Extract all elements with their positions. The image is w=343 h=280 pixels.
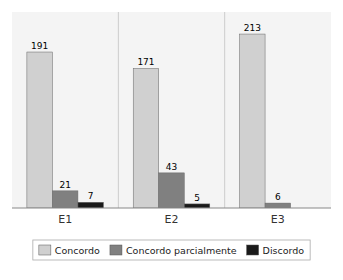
x-axis — [12, 208, 331, 209]
x-tick-label: E1 — [58, 213, 72, 226]
chart: 191 171 213 21 43 6 7 5 E1 E2 E3 Concordo Concordo p… — [0, 0, 343, 280]
legend-label: Discordo — [263, 245, 305, 256]
bar — [133, 68, 159, 208]
bar — [159, 173, 185, 208]
data-label: 213 — [244, 23, 261, 33]
group-separator — [224, 12, 225, 208]
data-label: 5 — [194, 193, 200, 203]
bar — [27, 52, 53, 208]
legend-swatch — [110, 245, 122, 255]
legend: Concordo Concordo parcialmente Discordo — [33, 240, 310, 260]
data-label: 171 — [137, 57, 154, 67]
bar — [184, 204, 210, 208]
x-tick-label: E3 — [271, 213, 285, 226]
plot-background — [12, 12, 331, 208]
bar — [265, 203, 291, 208]
data-label: 21 — [59, 180, 70, 190]
bar — [78, 202, 104, 208]
bar — [240, 34, 266, 208]
data-label: 43 — [166, 162, 177, 172]
data-labels: 191 171 213 21 43 6 7 5 — [31, 23, 281, 203]
legend-label: Concordo — [55, 245, 100, 256]
legend-frame — [33, 240, 310, 260]
group-separator — [118, 12, 119, 208]
legend-swatch — [247, 245, 259, 255]
legend-swatch — [39, 245, 51, 255]
x-tick-label: E2 — [165, 213, 179, 226]
data-label: 7 — [88, 191, 94, 201]
bars — [27, 34, 291, 208]
data-label: 191 — [31, 41, 48, 51]
data-label: 6 — [275, 192, 281, 202]
legend-label: Concordo parcialmente — [126, 245, 237, 256]
bar — [52, 191, 78, 208]
